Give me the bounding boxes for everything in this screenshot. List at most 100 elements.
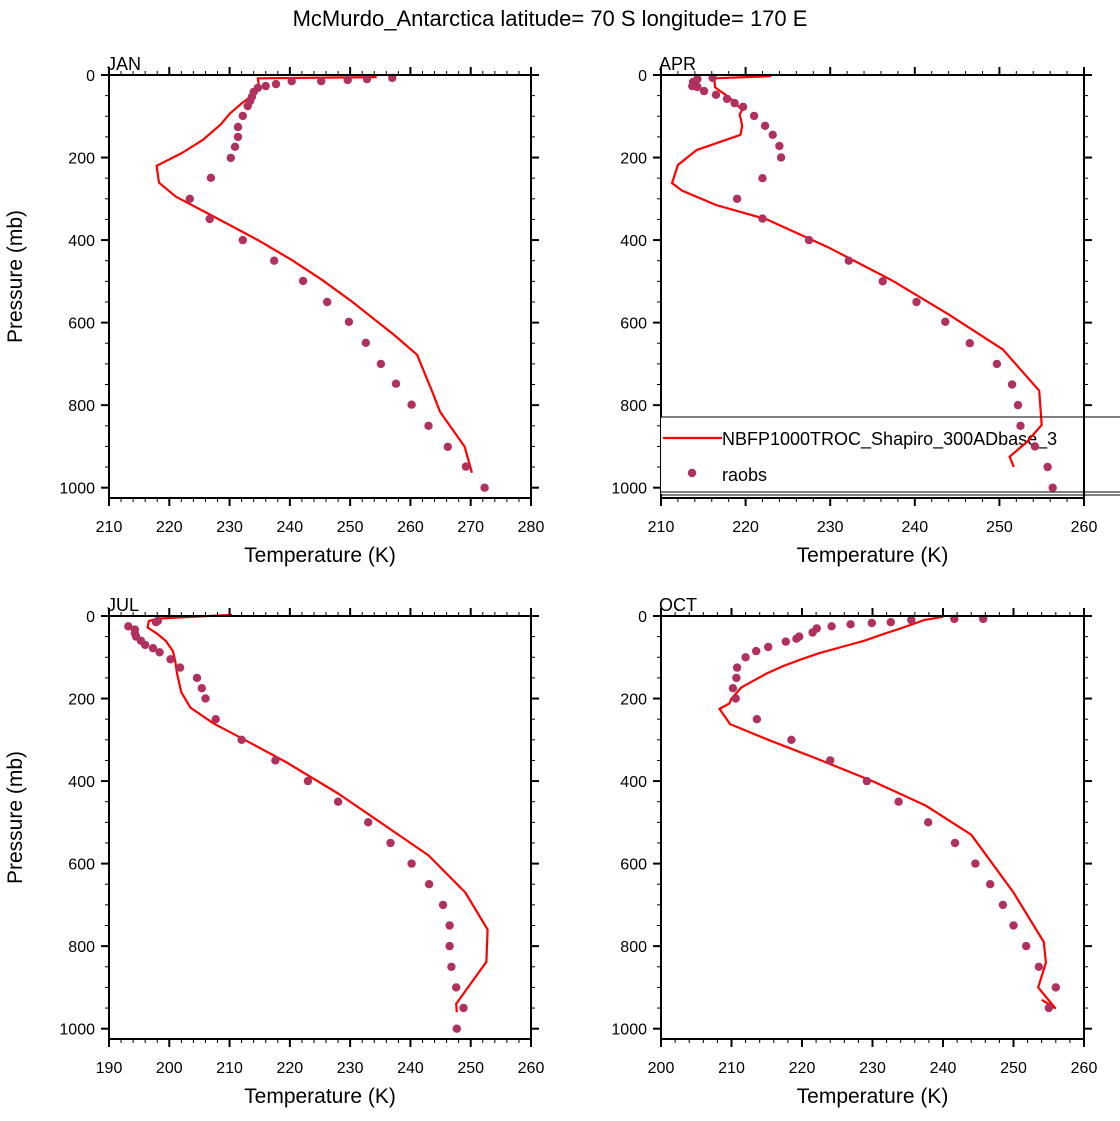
raobs-point [175, 663, 185, 672]
raobs-point [148, 644, 158, 653]
raobs-point [445, 941, 454, 951]
raobs-point [205, 214, 214, 224]
raobs-point [804, 235, 814, 245]
raobs-point [827, 622, 836, 631]
raobs-point [732, 663, 742, 672]
raobs-point [749, 111, 759, 121]
raobs-point [438, 900, 448, 910]
y-tick-label: 800 [68, 398, 95, 415]
raobs-point [776, 153, 786, 162]
raobs-point [693, 82, 702, 92]
raobs-point [894, 797, 903, 806]
y-tick-label: 0 [638, 609, 647, 626]
raobs-point [443, 442, 452, 451]
raobs-point [233, 122, 243, 132]
y-tick-label: 400 [620, 233, 647, 250]
x-tick-label: 270 [457, 519, 484, 536]
y-tick-label: 1000 [611, 1022, 647, 1039]
x-axis-label: Temperature (K) [244, 1085, 396, 1108]
model-line [670, 75, 1043, 468]
raobs-point [155, 648, 164, 657]
raobs-point [998, 900, 1008, 910]
y-tick-label: 1000 [59, 481, 95, 498]
raobs-point [1044, 1003, 1054, 1013]
raobs-point [461, 462, 471, 471]
raobs-point [124, 622, 133, 631]
raobs-point [732, 673, 741, 683]
raobs-point [1007, 380, 1017, 389]
raobs-point [407, 400, 416, 409]
y-axis-label: Pressure (mb) [4, 751, 27, 884]
y-tick-label: 1000 [59, 1022, 95, 1039]
x-tick-label: 260 [397, 519, 424, 536]
raobs-point [1030, 442, 1040, 451]
x-tick-label: 230 [817, 519, 844, 536]
raobs-point [764, 642, 773, 652]
raobs-point [941, 317, 950, 326]
y-tick-label: 600 [68, 316, 95, 333]
raobs-point [424, 421, 433, 430]
raobs-point [333, 797, 343, 806]
x-tick-label: 210 [216, 1060, 243, 1077]
raobs-point [886, 618, 895, 627]
raobs-point [447, 962, 456, 971]
panel-jul: JUL 190 200 210 220 230 240 250 260 0 200 400 600 800… [4, 595, 544, 1108]
plot-frame [108, 74, 532, 499]
raobs-point [1013, 400, 1023, 410]
model-line-overlay [1008, 417, 1043, 468]
plot-frame [660, 615, 1085, 1040]
y-tick-label: 200 [68, 692, 95, 709]
x-tick-label: 240 [277, 519, 304, 536]
raobs-point [364, 818, 373, 827]
raobs-point [768, 130, 777, 139]
x-tick-label: 240 [901, 519, 928, 536]
raobs-point [792, 634, 801, 643]
raobs-point [907, 615, 916, 625]
raobs-point [826, 756, 835, 765]
raobs-point [452, 1024, 461, 1033]
panel-jan: JAN 210 220 230 240 250 260 270 280 0 200 400 600 800… [4, 54, 544, 567]
y-tick-label: 800 [620, 398, 647, 415]
x-tick-label: 240 [930, 1060, 957, 1077]
y-tick-label: 400 [68, 774, 95, 791]
raobs-point [211, 715, 220, 724]
x-tick-label: 210 [718, 1060, 745, 1077]
x-tick-label: 220 [732, 519, 759, 536]
raobs-point [1016, 421, 1025, 430]
raobs-point [1043, 462, 1052, 472]
raobs-point [238, 111, 247, 121]
x-tick-label: 210 [648, 519, 675, 536]
raobs-point [243, 101, 252, 111]
x-tick-label: 230 [216, 519, 243, 536]
raobs-point [201, 694, 210, 703]
raobs-point [233, 132, 243, 142]
raobs-point [344, 317, 354, 326]
raobs-point [287, 77, 296, 86]
raobs-point [362, 74, 372, 84]
x-tick-label: 200 [648, 1060, 675, 1077]
raobs-point [722, 94, 732, 104]
raobs-point [424, 880, 434, 889]
panel-oct: OCT 200 210 220 230 240 250 260 0 200 400 600 800 100… [611, 595, 1097, 1108]
raobs-point [760, 121, 770, 130]
panel-apr: APR 210 220 230 240 250 260 0 200 400 600 800 1000 Te… [611, 54, 1120, 567]
x-tick-label: 260 [518, 1060, 545, 1077]
raobs-point [151, 618, 161, 627]
raobs-point [775, 141, 784, 151]
legend-background [661, 417, 1120, 494]
raobs-point [238, 235, 247, 245]
legend-marker-swatch [687, 468, 697, 478]
x-tick-label: 250 [1000, 1060, 1027, 1077]
x-tick-label: 280 [518, 519, 545, 536]
x-axis-label: Temperature (K) [244, 544, 396, 567]
raobs-point [732, 194, 742, 203]
raobs-point [1051, 983, 1061, 992]
raobs-point [317, 77, 326, 86]
legend-label-model: NBFP1000TROC_Shapiro_300ADbase_3 [722, 429, 1057, 450]
raobs-point [361, 338, 370, 347]
x-tick-label: 250 [457, 1060, 484, 1077]
raobs-point [758, 174, 767, 183]
raobs-point [192, 673, 202, 683]
raobs-point [965, 339, 974, 348]
raobs-point [867, 618, 876, 628]
